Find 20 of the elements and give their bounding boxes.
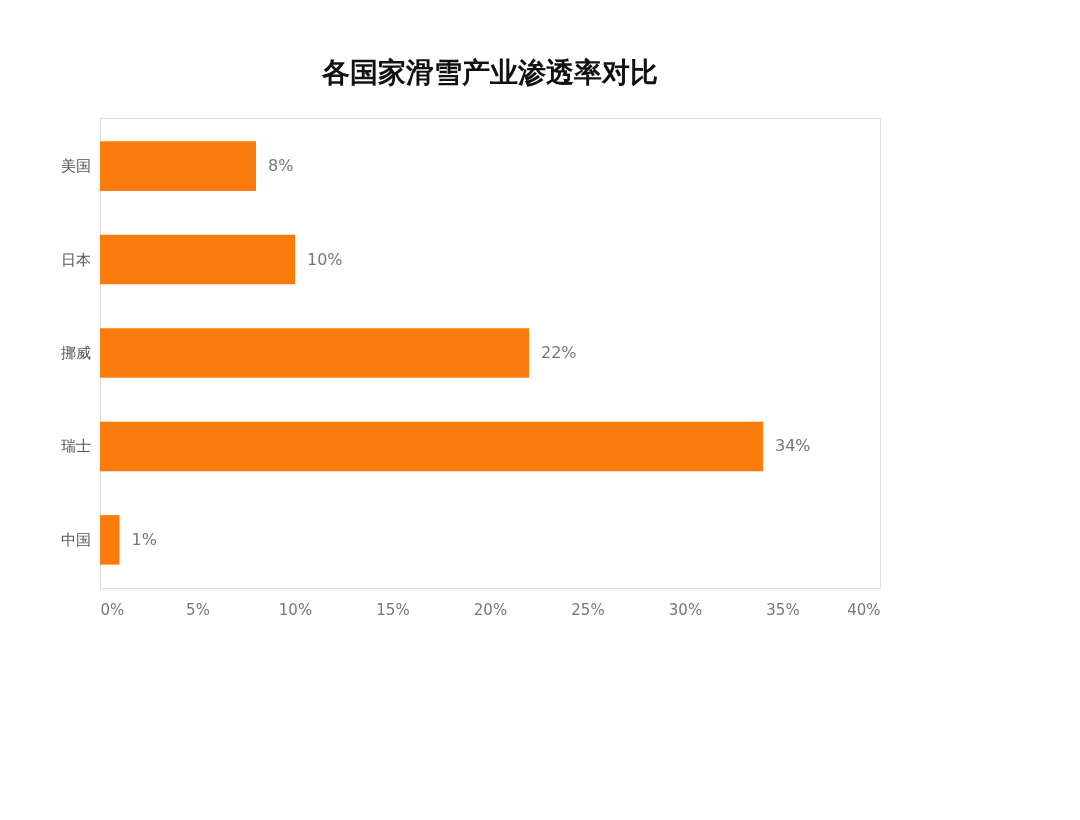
x-tick-label: 25% bbox=[571, 600, 605, 619]
y-tick-label: 瑞士 bbox=[60, 437, 91, 456]
x-tick-label: 40% bbox=[847, 600, 881, 619]
x-tick-label: 0% bbox=[100, 600, 125, 619]
data-label: 10% bbox=[307, 249, 343, 269]
chart-title: 各国家滑雪产业渗透率对比 bbox=[321, 56, 658, 89]
data-label: 34% bbox=[775, 436, 811, 456]
y-tick-label: 美国 bbox=[60, 157, 91, 176]
y-tick-label: 挪威 bbox=[60, 344, 91, 362]
data-label: 1% bbox=[131, 529, 157, 549]
data-label: 22% bbox=[541, 343, 577, 362]
x-tick-label: 30% bbox=[668, 600, 703, 619]
x-tick-label: 20% bbox=[473, 600, 508, 619]
x-tick-label: 35% bbox=[766, 600, 800, 619]
x-tick-label: 5% bbox=[186, 600, 210, 619]
y-tick-label: 中国 bbox=[60, 530, 91, 549]
y-tick-label: 日本 bbox=[60, 250, 91, 269]
x-tick-label: 15% bbox=[376, 600, 410, 619]
x-tick-label: 10% bbox=[278, 600, 313, 619]
data-label: 8% bbox=[268, 156, 294, 176]
